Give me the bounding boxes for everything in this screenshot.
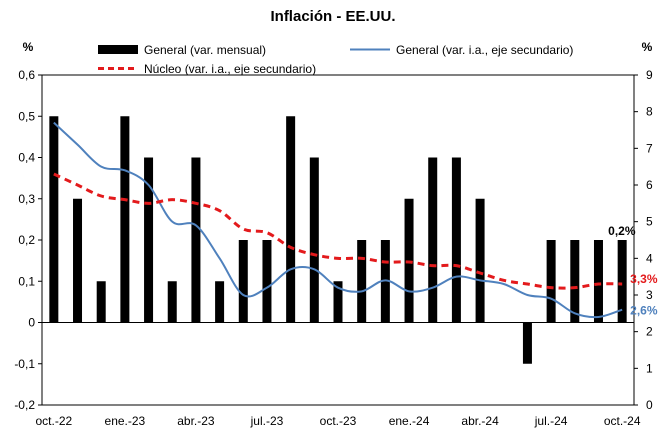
x-tick-label: jul.-24 [534,414,568,428]
y-left-tick-label: -0,2 [14,398,35,412]
y-right-tick-label: 7 [646,141,653,155]
end-label-headline: 2,6% [630,304,658,318]
bar [215,281,225,323]
bar [144,157,154,323]
x-axis: oct.-22 ene.-23 abr.-23 jul.-23 oct.-23 ene.-… [35,414,640,428]
bar [238,240,248,323]
end-label-bar: 0,2% [608,224,636,238]
bar [617,240,627,323]
y-right-tick-label: 3 [646,288,653,302]
y-left-tick-label: 0,6 [18,68,35,82]
legend: General (var. mensual) General (var. i.a… [98,43,573,76]
chart-title: Inflación - EE.UU. [270,8,395,25]
x-tick-label: abr.-24 [461,414,499,428]
plot-frame [41,74,635,406]
x-tick-label: oct.-22 [35,414,72,428]
x-tick-label: abr.-23 [177,414,215,428]
bar [357,240,367,323]
y-right-tick-label: 2 [646,325,653,339]
headline-line [53,121,623,319]
x-tick-label: oct.-23 [320,414,357,428]
bar [522,322,532,364]
x-tick-label: ene.-24 [389,414,430,428]
bar [49,116,59,323]
y-right-tick-label: 8 [646,105,653,119]
bar [286,116,296,323]
bar [262,240,272,323]
y-right-tick-label: 1 [646,361,653,375]
y-left-tick-label: -0,1 [14,357,35,371]
legend-label-headline: General (var. i.a., eje secundario) [396,43,573,57]
y-right-tick-label: 5 [646,215,653,229]
legend-label-bar: General (var. mensual) [144,43,266,57]
bar [73,198,83,323]
y-left-tick-label: 0 [28,316,35,330]
x-tick-label: jul.-23 [250,414,284,428]
bar [191,157,201,323]
x-tick-label: oct.-24 [604,414,641,428]
y-left-tick-label: 0,1 [18,274,35,288]
legend-swatch-bar [98,45,138,54]
bar [309,157,319,323]
y-left-tick-label: 0,3 [18,192,35,206]
core-line [53,172,623,290]
y-axis-left: -0,2 -0,1 0 0,1 0,2 0,3 0,4 0,5 0,6 [14,68,42,412]
legend-label-core: Núcleo (var. i.a., eje secundario) [144,62,316,76]
end-label-core: 3,3% [630,272,658,286]
bar [475,198,485,323]
right-axis-unit: % [642,40,653,54]
left-axis-unit: % [23,40,34,54]
bar [546,240,556,323]
y-right-tick-label: 0 [646,398,653,412]
bar [593,240,603,323]
y-left-tick-label: 0,4 [18,151,35,165]
y-left-tick-label: 0,5 [18,109,35,123]
bar-series [49,116,627,364]
bar [167,281,177,323]
y-right-tick-label: 6 [646,178,653,192]
y-right-tick-label: 9 [646,68,653,82]
bar [96,281,106,323]
y-axis-right: 0 1 2 3 4 5 6 7 8 9 [634,68,653,412]
bar [428,157,438,323]
bar [451,157,461,323]
bar [570,240,580,323]
bar [120,116,130,323]
y-left-tick-label: 0,2 [18,233,35,247]
x-tick-label: ene.-23 [105,414,146,428]
y-right-tick-label: 4 [646,251,653,265]
bar [333,281,343,323]
